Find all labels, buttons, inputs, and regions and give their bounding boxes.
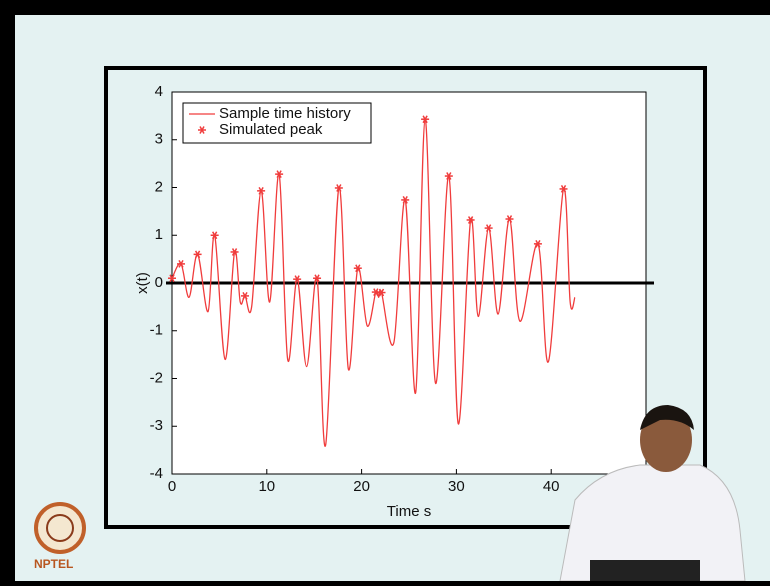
logo-text: NPTEL [34, 557, 73, 571]
x-tick-label: 30 [448, 478, 465, 495]
logo-ring [36, 504, 84, 552]
y-tick-label: -1 [150, 322, 163, 339]
x-tick-label: 40 [543, 478, 560, 495]
x-axis-label: Time s [387, 503, 431, 520]
y-axis-label: x(t) [134, 272, 151, 294]
legend-label: Simulated peak [219, 121, 323, 138]
legend-label: Sample time history [219, 105, 351, 122]
y-tick-label: -3 [150, 417, 163, 434]
y-tick-label: 0 [155, 274, 163, 291]
y-tick-label: -2 [150, 369, 163, 386]
laptop [590, 560, 700, 581]
y-tick-label: -4 [150, 465, 163, 482]
y-tick-label: 3 [155, 131, 163, 148]
screen: Time s x(t) NPTEL -4-3-2-101234010203040… [0, 0, 770, 581]
x-tick-label: 0 [168, 478, 176, 495]
y-tick-label: 1 [155, 226, 163, 243]
y-tick-label: 4 [155, 83, 163, 100]
x-tick-label: 20 [353, 478, 370, 495]
x-tick-label: 10 [258, 478, 275, 495]
y-tick-label: 2 [155, 178, 163, 195]
